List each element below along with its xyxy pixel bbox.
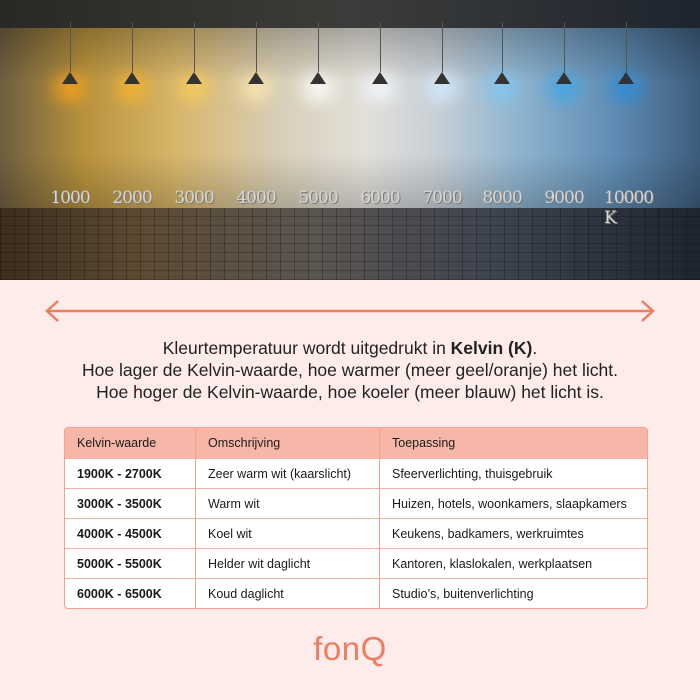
description-cell: Koel wit — [196, 518, 380, 548]
lamp-shade — [372, 72, 388, 84]
lamp-shade — [186, 72, 202, 84]
intro-text: Kleurtemperatuur wordt uitgedrukt in Kel… — [0, 337, 700, 403]
kelvin-label: 4000 — [236, 188, 276, 208]
lamp-shade — [618, 72, 634, 84]
header-kelvin: Kelvin-waarde — [65, 428, 196, 458]
kelvin-label: 10000 K — [604, 188, 654, 228]
application-cell: Keukens, badkamers, werkruimtes — [380, 518, 647, 548]
lamp-cord — [69, 22, 71, 72]
lamp-shade — [124, 72, 140, 84]
header-application: Toepassing — [380, 428, 647, 458]
intro-line-1: Kleurtemperatuur wordt uitgedrukt in Kel… — [0, 337, 700, 359]
lamp-cord — [131, 22, 133, 72]
kelvin-label: 5000 — [298, 188, 338, 208]
ceiling — [0, 0, 700, 28]
table-row: 4000K - 4500K Koel wit Keukens, badkamers,… — [65, 518, 647, 548]
kelvin-label: 1000 — [50, 188, 90, 208]
header-description: Omschrijving — [196, 428, 380, 458]
lamp-shade — [434, 72, 450, 84]
intro-line-1-suffix: . — [532, 338, 538, 358]
lamp-shade — [62, 72, 78, 84]
kelvin-label: 8000 — [482, 188, 522, 208]
kelvin-emphasis: Kelvin (K) — [450, 338, 533, 358]
lamp-cord — [379, 22, 381, 72]
floor — [0, 208, 700, 280]
description-cell: Helder wit daglicht — [196, 548, 380, 578]
description-cell: Koud daglicht — [196, 578, 380, 608]
application-cell: Kantoren, klaslokalen, werkplaatsen — [380, 548, 647, 578]
intro-line-2: Hoe lager de Kelvin-waarde, hoe warmer (… — [82, 360, 618, 380]
kelvin-cell: 4000K - 4500K — [65, 518, 196, 548]
lamp-shade — [310, 72, 326, 84]
kelvin-cell: 5000K - 5500K — [65, 548, 196, 578]
description-cell: Zeer warm wit (kaarslicht) — [196, 458, 380, 488]
lamp-cord — [441, 22, 443, 72]
table-row: 3000K - 3500K Warm wit Huizen, hotels, woo… — [65, 488, 647, 518]
application-cell: Studio’s, buitenverlichting — [380, 578, 647, 608]
kelvin-label: 2000 — [112, 188, 152, 208]
lamp-shade — [556, 72, 572, 84]
application-cell: Sfeerverlichting, thuisgebruik — [380, 458, 647, 488]
kelvin-table: Kelvin-waarde Omschrijving Toepassing 19… — [64, 427, 648, 609]
hero-image-color-temperature: 1000 2000 3000 4000 5000 6000 7000 8000 9000 1000… — [0, 0, 700, 280]
application-cell: Huizen, hotels, woonkamers, slaapkamers — [380, 488, 647, 518]
kelvin-label: 7000 — [422, 188, 462, 208]
lamp-cord — [255, 22, 257, 72]
kelvin-label: 6000 — [360, 188, 400, 208]
kelvin-cell: 6000K - 6500K — [65, 578, 196, 608]
table-header-row: Kelvin-waarde Omschrijving Toepassing — [65, 428, 647, 458]
table-row: 6000K - 6500K Koud daglicht Studio’s, buit… — [65, 578, 647, 608]
lamp-cord — [625, 22, 627, 72]
double-arrow-icon — [45, 300, 655, 322]
table-row: 5000K - 5500K Helder wit daglicht Kantoren… — [65, 548, 647, 578]
lamp-cord — [193, 22, 195, 72]
intro-line-1-text: Kleurtemperatuur wordt uitgedrukt in — [162, 338, 451, 358]
kelvin-cell: 1900K - 2700K — [65, 458, 196, 488]
intro-line-3: Hoe hoger de Kelvin-waarde, hoe koeler (… — [96, 382, 604, 402]
wall — [0, 28, 700, 208]
lamp-cord — [563, 22, 565, 72]
lamp-shade — [494, 72, 510, 84]
kelvin-label: 3000 — [174, 188, 214, 208]
description-cell: Warm wit — [196, 488, 380, 518]
kelvin-label: 9000 — [544, 188, 584, 208]
lamp-cord — [501, 22, 503, 72]
fonq-logo: fonQ — [313, 630, 387, 667]
kelvin-cell: 3000K - 3500K — [65, 488, 196, 518]
table-row: 1900K - 2700K Zeer warm wit (kaarslicht) S… — [65, 458, 647, 488]
lamp-cord — [317, 22, 319, 72]
lamp-shade — [248, 72, 264, 84]
